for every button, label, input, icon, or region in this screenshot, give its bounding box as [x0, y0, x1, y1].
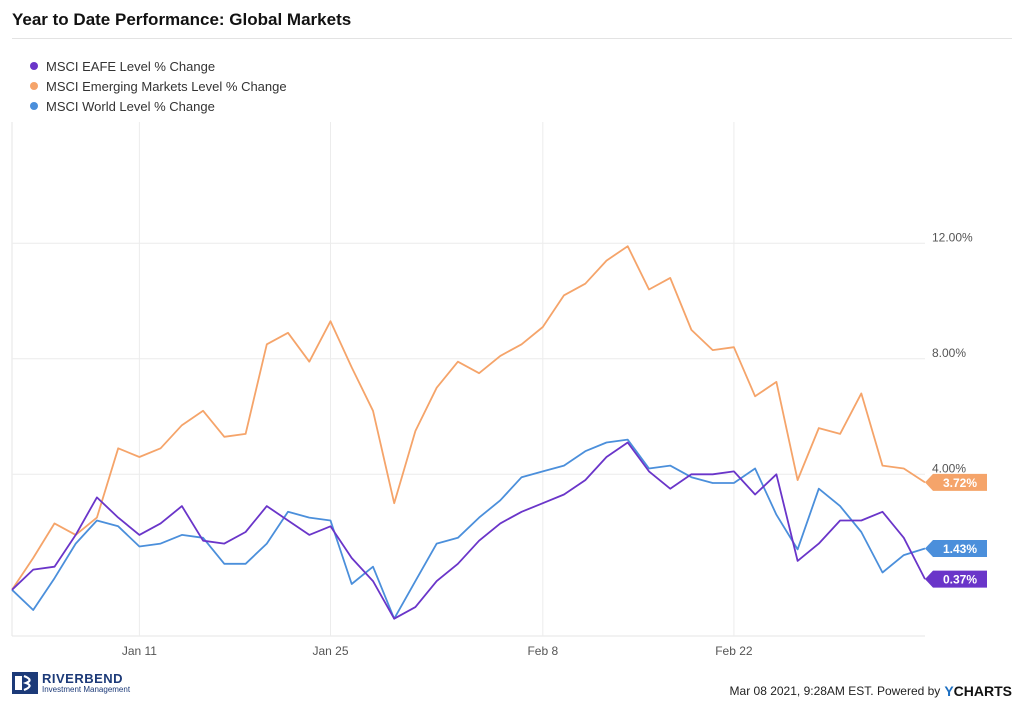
legend-label-world: MSCI World Level % Change — [46, 98, 215, 114]
x-tick-label: Jan 25 — [312, 644, 348, 658]
end-value-label: 3.72% — [943, 476, 977, 490]
legend-dot-emerging — [30, 82, 38, 90]
y-tick-label: 4.00% — [932, 461, 966, 475]
end-value-label: 1.43% — [943, 542, 977, 556]
legend-item-world[interactable]: MSCI World Level % Change — [30, 96, 287, 116]
chart-legend: MSCI EAFE Level % Change MSCI Emerging M… — [30, 56, 287, 116]
ycharts-logo[interactable]: YCHARTS — [944, 683, 1012, 699]
end-value-flag — [925, 570, 987, 588]
x-tick-label: Feb 22 — [715, 644, 753, 658]
chart-title: Year to Date Performance: Global Markets — [12, 10, 352, 29]
riverbend-logo: RIVERBEND Investment Management — [12, 672, 130, 694]
x-tick-label: Feb 8 — [527, 644, 558, 658]
ycharts-logo-rest: CHARTS — [953, 683, 1012, 699]
title-divider — [12, 38, 1012, 39]
legend-dot-world — [30, 102, 38, 110]
y-tick-label: 12.00% — [932, 230, 973, 244]
logo-subtitle: Investment Management — [42, 685, 131, 694]
legend-item-eafe[interactable]: MSCI EAFE Level % Change — [30, 56, 287, 76]
legend-item-emerging[interactable]: MSCI Emerging Markets Level % Change — [30, 76, 287, 96]
legend-dot-eafe — [30, 62, 38, 70]
end-value-label: 0.37% — [943, 573, 977, 587]
series-line — [11, 438, 926, 620]
series-line — [11, 441, 926, 620]
end-value-flag — [925, 473, 987, 491]
ycharts-logo-y: Y — [944, 683, 954, 699]
logo-name: RIVERBEND — [42, 671, 124, 686]
legend-label-eafe: MSCI EAFE Level % Change — [46, 58, 216, 74]
y-tick-label: 8.00% — [932, 346, 966, 360]
footer-attribution: Mar 08 2021, 9:28AM EST. Powered by YCHA… — [730, 683, 1012, 699]
end-value-flag — [925, 540, 987, 558]
footer-timestamp: Mar 08 2021, 9:28AM EST. Powered by — [729, 684, 941, 698]
legend-label-emerging: MSCI Emerging Markets Level % Change — [46, 78, 287, 94]
x-tick-label: Jan 11 — [122, 644, 157, 658]
riverbend-logo-icon — [12, 672, 38, 694]
series-line — [11, 245, 926, 591]
